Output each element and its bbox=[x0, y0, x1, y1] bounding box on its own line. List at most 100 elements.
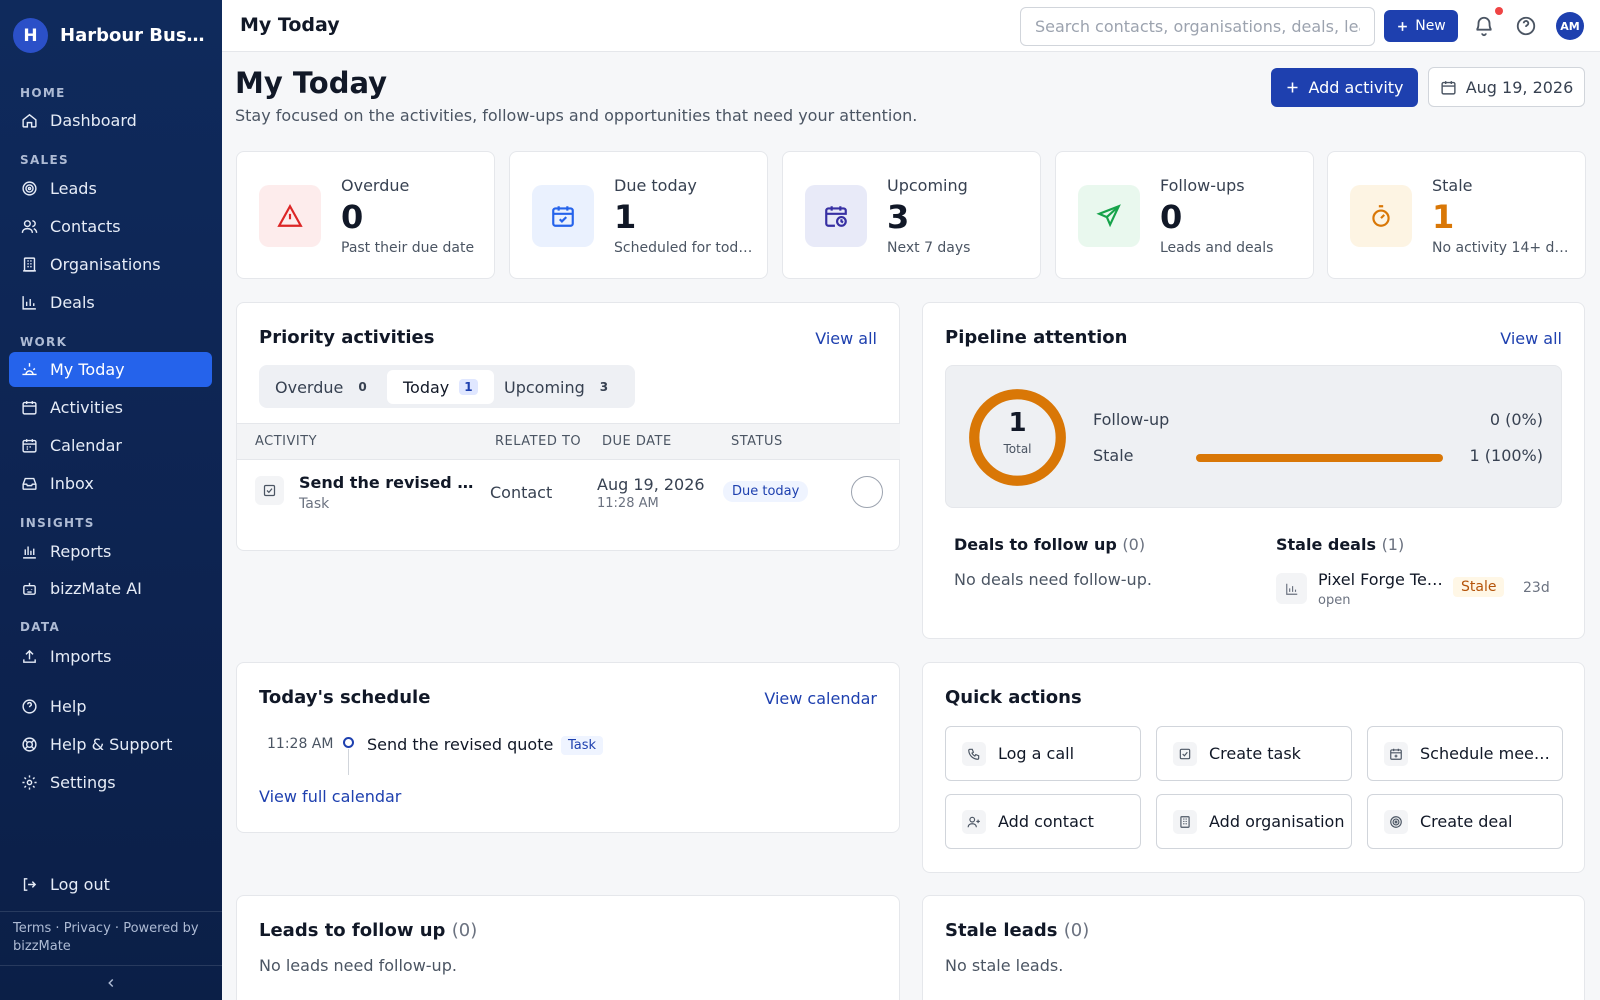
tab-upcoming[interactable]: Upcoming 3 bbox=[488, 370, 629, 404]
view-all-link[interactable]: View all bbox=[815, 329, 877, 348]
stat-card-upcoming[interactable]: Upcoming 3 Next 7 days bbox=[782, 151, 1041, 279]
view-calendar-link[interactable]: View calendar bbox=[764, 689, 877, 708]
stale-value: 1 (100%) bbox=[1469, 446, 1544, 465]
logout-button[interactable]: Log out bbox=[9, 867, 212, 902]
phone-icon bbox=[962, 741, 986, 766]
view-all-link[interactable]: View all bbox=[1500, 329, 1562, 348]
create-deal-button[interactable]: Create deal bbox=[1367, 794, 1563, 849]
sidebar-item-calendar[interactable]: Calendar bbox=[9, 428, 212, 463]
activity-title[interactable]: Send the revised quote bbox=[299, 473, 479, 492]
calendar-icon bbox=[1441, 80, 1456, 95]
tab-overdue[interactable]: Overdue 0 bbox=[259, 370, 388, 404]
add-activity-button[interactable]: Add activity bbox=[1271, 68, 1418, 107]
home-icon bbox=[22, 113, 37, 128]
sidebar-item-inbox[interactable]: Inbox bbox=[9, 466, 212, 501]
plus-icon bbox=[1398, 21, 1408, 31]
column-header-related[interactable]: RELATED TO bbox=[495, 434, 582, 449]
sidebar-item-imports[interactable]: Imports bbox=[9, 639, 212, 674]
add-contact-button[interactable]: Add contact bbox=[945, 794, 1141, 849]
stat-sub: No activity 14+ days bbox=[1432, 240, 1572, 256]
sidebar-item-reports[interactable]: Reports bbox=[9, 534, 212, 569]
date-picker-button[interactable]: Aug 19, 2026 bbox=[1428, 67, 1585, 107]
sidebar-item-leads[interactable]: Leads bbox=[9, 171, 212, 206]
help-circle-icon bbox=[22, 699, 37, 714]
privacy-link[interactable]: Privacy bbox=[63, 921, 111, 936]
sidebar-item-organisations[interactable]: Organisations bbox=[9, 247, 212, 282]
stale-deal-age: 23d bbox=[1523, 580, 1550, 596]
calendar-clock-icon bbox=[825, 206, 847, 227]
nav-section-work: WORK bbox=[20, 335, 68, 349]
calendar-icon bbox=[22, 439, 37, 453]
stale-deal-name[interactable]: Pixel Forge Technologies bbox=[1318, 570, 1446, 589]
tab-count: 3 bbox=[599, 380, 609, 394]
page-title: My Today bbox=[235, 66, 388, 100]
bell-icon[interactable] bbox=[1473, 15, 1495, 37]
stat-icon-bg bbox=[532, 185, 594, 247]
sidebar-item-help-support[interactable]: Help & Support bbox=[9, 727, 212, 762]
divider bbox=[0, 911, 222, 912]
stale-progress-bar bbox=[1196, 454, 1443, 462]
tab-count: 0 bbox=[358, 380, 367, 394]
sidebar-item-help[interactable]: Help bbox=[9, 689, 212, 724]
stat-card-overdue[interactable]: Overdue 0 Past their due date bbox=[236, 151, 495, 279]
complete-checkbox[interactable] bbox=[851, 476, 883, 508]
tab-today[interactable]: Today 1 bbox=[387, 370, 494, 404]
schedule-meeting-button[interactable]: Schedule meeting bbox=[1367, 726, 1563, 781]
view-full-calendar-link[interactable]: View full calendar bbox=[259, 787, 402, 806]
followup-label: Follow-up bbox=[1093, 410, 1170, 429]
new-button[interactable]: New bbox=[1384, 10, 1458, 42]
sidebar-item-settings[interactable]: Settings bbox=[9, 765, 212, 800]
users-icon bbox=[21, 220, 38, 233]
sidebar-item-dashboard[interactable]: Dashboard bbox=[9, 103, 212, 138]
sidebar-item-deals[interactable]: Deals bbox=[9, 285, 212, 320]
collapse-sidebar-button[interactable] bbox=[0, 965, 222, 1000]
stat-card-stale[interactable]: Stale 1 No activity 14+ days bbox=[1327, 151, 1586, 279]
leads-followup-card: Leads to follow up (0) No leads need fol… bbox=[236, 895, 900, 1000]
card-title: Today's schedule bbox=[259, 687, 431, 708]
tab-bar: Overdue 0 Today 1 Upcoming 3 bbox=[259, 365, 635, 408]
deals-followup-empty: No deals need follow-up. bbox=[954, 570, 1152, 589]
card-title: Stale leads (0) bbox=[945, 920, 1089, 941]
stat-label: Follow-ups bbox=[1160, 176, 1245, 195]
timer-icon bbox=[1372, 205, 1390, 227]
log-call-button[interactable]: Log a call bbox=[945, 726, 1141, 781]
schedule-item-title[interactable]: Send the revised quote bbox=[367, 735, 554, 754]
sidebar-item-activities[interactable]: Activities bbox=[9, 390, 212, 425]
priority-activities-card: Priority activities View all Overdue 0 T… bbox=[236, 302, 900, 551]
sidebar-item-bizzmate-ai[interactable]: bizzMate AI bbox=[9, 571, 212, 606]
page-subtitle: Stay focused on the activities, follow-u… bbox=[235, 106, 918, 125]
card-title: Pipeline attention bbox=[945, 327, 1128, 348]
sidebar-item-my-today[interactable]: My Today bbox=[9, 352, 212, 387]
activity-due-time: 11:28 AM bbox=[597, 496, 659, 511]
stat-card-follow-ups[interactable]: Follow-ups 0 Leads and deals bbox=[1055, 151, 1314, 279]
sidebar-item-contacts[interactable]: Contacts bbox=[9, 209, 212, 244]
add-organisation-button[interactable]: Add organisation bbox=[1156, 794, 1352, 849]
schedule-item-tag: Task bbox=[561, 736, 604, 755]
help-icon[interactable] bbox=[1515, 15, 1537, 37]
column-header-due-date[interactable]: DUE DATE bbox=[602, 434, 672, 449]
stale-deal-status: open bbox=[1318, 593, 1351, 608]
calendar-icon bbox=[22, 401, 37, 415]
stale-leads-card: Stale leads (0) No stale leads. bbox=[922, 895, 1585, 1000]
brand[interactable]: H Harbour Business bbox=[13, 18, 205, 53]
stat-card-due-today[interactable]: Due today 1 Scheduled for today bbox=[509, 151, 768, 279]
task-icon bbox=[255, 476, 284, 505]
stale-deals-title: Stale deals (1) bbox=[1276, 535, 1404, 554]
column-header-status[interactable]: STATUS bbox=[731, 434, 783, 449]
column-header-activity[interactable]: ACTIVITY bbox=[255, 434, 318, 449]
table-row[interactable]: Send the revised quote Task Contact Aug … bbox=[237, 461, 900, 523]
stat-icon-bg bbox=[259, 185, 321, 247]
sidebar-item-label: Inbox bbox=[50, 474, 94, 493]
calendar-plus-icon bbox=[1384, 741, 1408, 766]
terms-link[interactable]: Terms bbox=[13, 921, 52, 936]
create-task-button[interactable]: Create task bbox=[1156, 726, 1352, 781]
avatar[interactable]: AM bbox=[1556, 12, 1584, 40]
stat-value: 0 bbox=[341, 198, 364, 236]
tab-label: Overdue bbox=[275, 377, 344, 397]
stale-label: Stale bbox=[1093, 446, 1134, 465]
stat-icon-bg bbox=[1078, 185, 1140, 247]
search-input[interactable] bbox=[1020, 7, 1375, 46]
quick-actions-card: Quick actions Log a call Create task Sch… bbox=[922, 662, 1585, 873]
checkbox-icon bbox=[1173, 741, 1197, 766]
activity-related[interactable]: Contact bbox=[490, 483, 553, 502]
